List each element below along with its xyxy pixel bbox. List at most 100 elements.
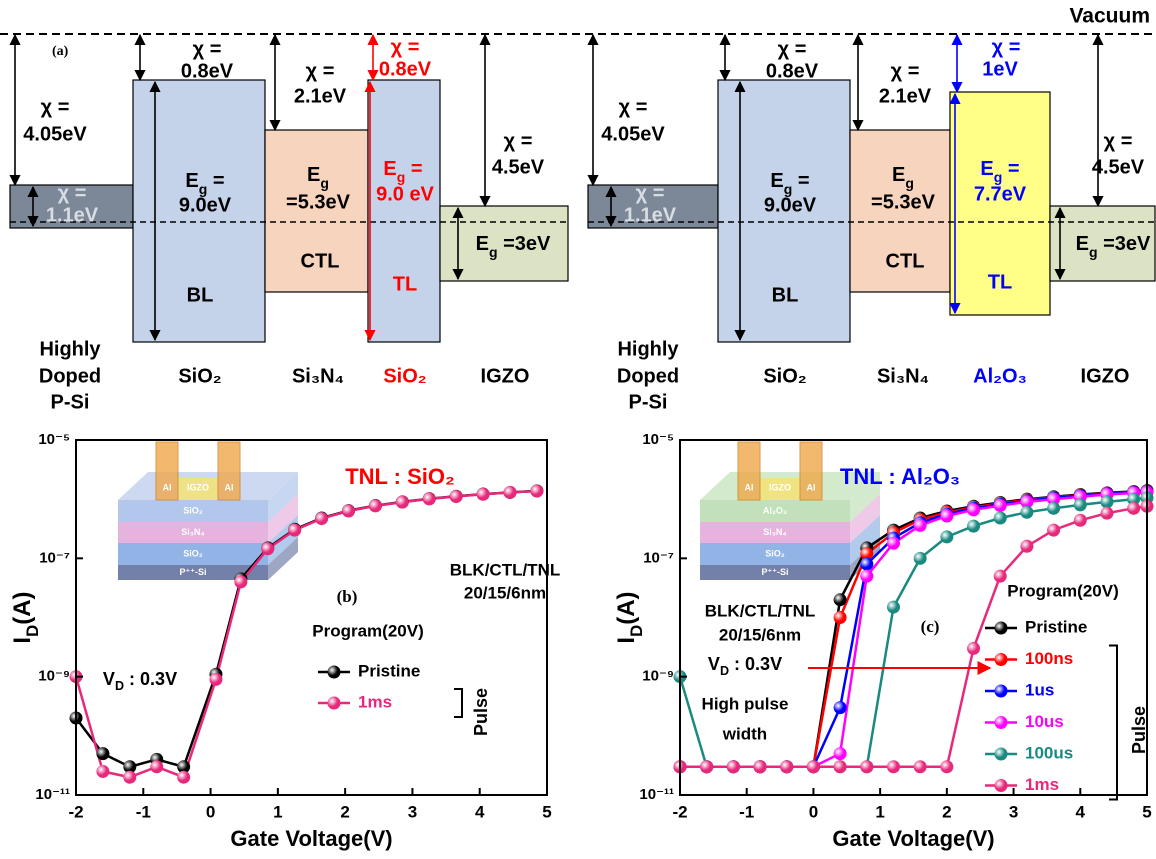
band-label: 2.1eV <box>294 85 347 107</box>
text-part: (A) <box>9 591 36 624</box>
data-point <box>860 760 873 773</box>
text-part: E <box>980 158 993 180</box>
band-label: IGZO <box>481 365 530 387</box>
legend-swatch <box>995 748 1008 761</box>
x-tick-label: 0 <box>206 802 215 821</box>
band-label: 9.0 eV <box>376 183 434 205</box>
text-part: E <box>383 158 396 180</box>
legend-label: Pristine <box>1025 617 1087 636</box>
inset-label: Al <box>745 482 754 492</box>
band-label: 4.05eV <box>601 123 665 145</box>
legend-label: 1ms <box>358 692 392 711</box>
legend-label: 1ms <box>1025 775 1059 794</box>
data-point <box>96 765 109 778</box>
y-tick-label: 10⁻⁵ <box>38 431 70 448</box>
band-label: χ = <box>306 60 335 82</box>
data-point <box>834 611 847 624</box>
x-tick-label: 2 <box>340 802 349 821</box>
data-point <box>807 760 820 773</box>
band-label: SiO₂ <box>763 365 806 387</box>
data-point <box>261 542 274 555</box>
inset-label: SiO₂ <box>183 505 203 515</box>
band-label: BL <box>772 284 799 306</box>
x-tick-label: 0 <box>809 802 818 821</box>
data-point <box>369 499 382 512</box>
text-part: = <box>207 170 224 192</box>
band-label: IGZO <box>1081 365 1130 387</box>
figure: Vacuum (a) χ =4.05eVχ =1.1eVχ =0.8eVEg =… <box>0 0 1156 859</box>
legend-label: 10us <box>1025 712 1064 731</box>
pulse-bracket <box>1109 646 1117 800</box>
band-label: Highly <box>39 338 101 360</box>
data-point <box>940 530 953 543</box>
band-label: Highly <box>617 338 679 360</box>
x-axis-label: Gate Voltage(V) <box>230 826 392 851</box>
band-label: χ = <box>58 182 87 204</box>
data-point <box>860 570 873 583</box>
text-part: E <box>185 170 198 192</box>
band-label: 4.05eV <box>23 123 87 145</box>
text-part: I <box>613 637 640 644</box>
data-point <box>940 760 953 773</box>
band-label: χ = <box>992 36 1021 58</box>
data-point <box>1074 514 1087 527</box>
x-tick-label: 1 <box>875 802 884 821</box>
band-label: χ = <box>504 130 533 152</box>
band-label: 0.8eV <box>181 60 234 82</box>
data-point <box>234 575 247 588</box>
data-point <box>994 499 1007 512</box>
text-part: D <box>115 679 124 693</box>
data-point <box>450 490 463 503</box>
x-tick-label: 4 <box>475 802 485 821</box>
data-point <box>700 760 713 773</box>
x-tick-label: -2 <box>68 802 83 821</box>
text-part: D <box>720 664 729 678</box>
band-label: 0.8eV <box>379 58 432 80</box>
band-label: χ = <box>41 96 70 118</box>
band-label: Si₃N₄ <box>292 365 344 387</box>
text-part: = <box>1002 158 1019 180</box>
band-label: SiO₂ <box>383 365 426 387</box>
panel-label: (a) <box>52 44 69 59</box>
band-label: =5.3eV <box>871 191 936 213</box>
data-point <box>834 760 847 773</box>
text-part: E <box>307 164 320 186</box>
text-part: g <box>1089 244 1098 260</box>
data-point <box>834 701 847 714</box>
annotation: TNL : Al₂O₃ <box>840 464 960 489</box>
data-point <box>342 505 355 518</box>
band-label: BL <box>187 284 214 306</box>
data-point <box>887 760 900 773</box>
inset-label: IGZO <box>769 482 791 492</box>
text-part: E <box>476 233 489 255</box>
band-label: Al₂O₃ <box>973 365 1027 387</box>
pulse-bracket <box>454 689 462 717</box>
band-label: 2.1eV <box>879 85 932 107</box>
data-point <box>1047 524 1060 537</box>
data-point <box>994 512 1007 525</box>
band-label: 0.8eV <box>766 60 819 82</box>
annotation: width <box>722 724 767 743</box>
text-part: I <box>9 637 36 644</box>
band-label: TL <box>988 271 1012 293</box>
data-point <box>887 601 900 614</box>
legend-label: 100us <box>1025 743 1073 762</box>
band-label: Doped <box>617 365 679 387</box>
y-tick-label: 10⁻¹¹ <box>639 786 674 803</box>
data-point <box>914 519 927 532</box>
x-tick-label: -2 <box>672 802 687 821</box>
data-point <box>288 524 301 537</box>
x-tick-label: 5 <box>1142 802 1151 821</box>
data-point <box>1074 498 1087 511</box>
band-label: χ = <box>619 96 648 118</box>
text-part: (A) <box>613 591 640 624</box>
data-point <box>209 673 222 686</box>
inset-label: Al <box>163 482 172 492</box>
text-part: = <box>405 158 422 180</box>
text-part: =3eV <box>498 233 551 255</box>
inset-label: SiO₂ <box>765 548 785 558</box>
band-label: 7.7eV <box>974 183 1027 205</box>
y-tick-label: 10⁻¹¹ <box>35 786 70 803</box>
legend-swatch <box>328 697 341 710</box>
annotation: (c) <box>921 617 940 636</box>
